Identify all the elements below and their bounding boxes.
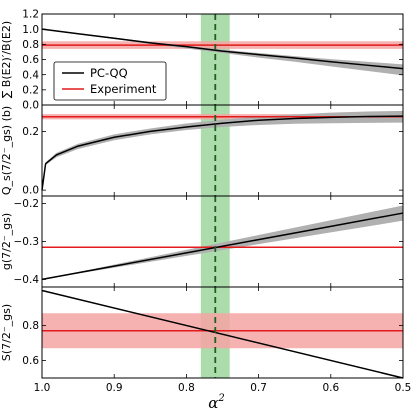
- x-axis-label-exponent: 2: [217, 393, 224, 404]
- x-tick-label: 0.7: [250, 382, 267, 394]
- y-tick-label-gfactor: −0.2: [14, 198, 40, 210]
- y-axis-label-quadrupole: Q_s(7/2⁻_gs) (b): [0, 106, 13, 195]
- panel-frame-spectroscopic: [41, 286, 404, 379]
- y-tick-label-quadrupole: 0.0: [22, 185, 39, 197]
- y-tick-label-gfactor: −0.4: [14, 274, 40, 286]
- y-tick-label-ratio: 0.0: [22, 100, 39, 112]
- theory-band-quadrupole: [42, 110, 403, 191]
- y-tick-label-quadrupole: 0.2: [22, 126, 39, 138]
- y-axis-label-spectroscopic: S(7/2⁻_gs): [0, 304, 13, 361]
- x-axis-label-base: α: [208, 394, 218, 412]
- x-axis-label: α2: [208, 393, 225, 412]
- y-tick-label-gfactor: −0.3: [14, 236, 40, 248]
- theory-line-ratio: [41, 28, 404, 70]
- x-tick-label: 0.9: [106, 382, 123, 394]
- theory-line-quadrupole: [41, 115, 404, 191]
- legend-box: [53, 61, 167, 101]
- y-tick-label-ratio: 0.2: [22, 84, 39, 96]
- legend-label-theory: PC-QQ: [90, 66, 128, 80]
- y-tick-label-spectroscopic: 0.6: [22, 355, 39, 367]
- y-axis-label-gfactor: g(7/2⁻_gs): [0, 213, 13, 270]
- theory-band-gfactor: [42, 205, 403, 280]
- y-tick-label-ratio: 0.4: [22, 69, 39, 81]
- text-layer: 0.0 0.2 0.4 0.6 0.8 1.0 1.2 ∑ B(E2)′/B(E2) 0.0 0.…: [0, 9, 411, 394]
- x-tick-label: 0.5: [395, 382, 412, 394]
- theory-line-spectroscopic: [41, 289, 404, 379]
- legend: PC-QQ Experiment: [53, 61, 167, 101]
- frame-layer: [41, 13, 404, 379]
- theory-line-gfactor: [41, 212, 404, 281]
- y-tick-label-ratio: 0.6: [22, 54, 39, 66]
- y-tick-label-ratio: 1.0: [22, 24, 39, 36]
- x-tick-label: 0.8: [178, 382, 195, 394]
- y-axis-label-ratio: ∑ B(E2)′/B(E2): [0, 21, 13, 98]
- y-tick-label-spectroscopic: 0.8: [22, 320, 39, 332]
- line-layer: [41, 14, 404, 379]
- y-tick-label-ratio: 1.2: [22, 9, 39, 21]
- y-tick-label-ratio: 0.8: [22, 39, 39, 51]
- x-tick-label: 0.6: [322, 382, 339, 394]
- x-tick-label: 1.0: [34, 382, 51, 394]
- legend-label-experiment: Experiment: [90, 82, 157, 96]
